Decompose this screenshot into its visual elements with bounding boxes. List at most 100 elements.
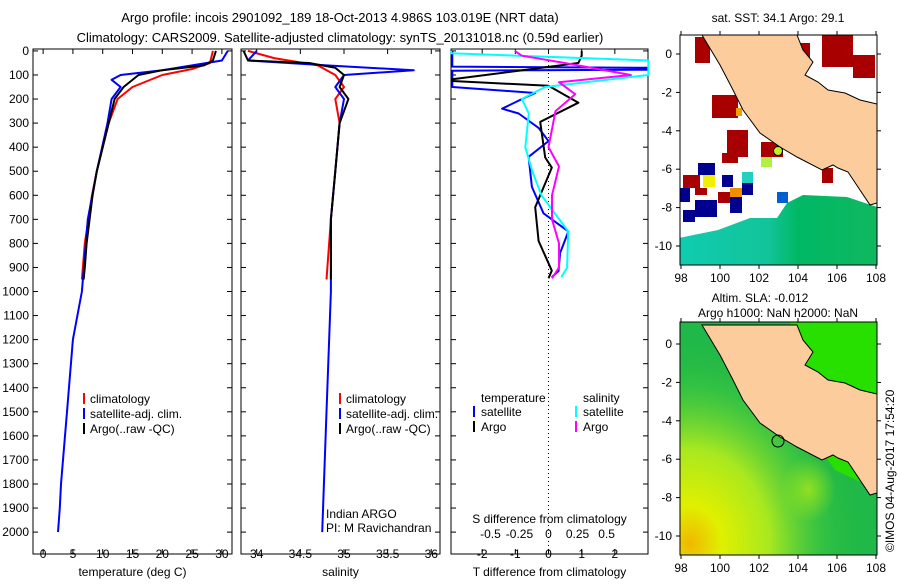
x2-tick-label: -0.25 [506, 527, 534, 541]
y-tick-label: 200 [9, 92, 29, 106]
lat-tick-label: -10 [655, 239, 673, 253]
sst-sea-field [680, 195, 877, 265]
x-tick-label: 1 [578, 547, 585, 561]
x-tick-label: 34 [250, 547, 264, 561]
series-climatology [80, 50, 214, 280]
x2-tick-label: -0.5 [480, 527, 501, 541]
lat-tick-label: -8 [661, 491, 672, 505]
lat-tick-label: -6 [661, 452, 672, 466]
x-axis-label: salinity [322, 565, 359, 579]
x2-tick-label: 0.5 [598, 527, 615, 541]
y-tick-label: 500 [9, 164, 29, 178]
legend-label-satellite: satellite-adj. clim. [90, 407, 182, 421]
legend-label-temp-argo: Argo [481, 420, 507, 434]
lat-tick-label: -2 [661, 375, 672, 389]
legend-header-salinity: salinity [583, 391, 620, 405]
x-tick-label: 0 [40, 547, 47, 561]
annotation-indian-argo: Indian ARGO [326, 507, 397, 521]
lat-tick-label: -8 [661, 201, 672, 215]
series-satellite-adj-clim [57, 50, 229, 533]
x-tick-label: 2 [611, 547, 618, 561]
y-tick-label: 1100 [3, 309, 29, 323]
lon-tick-label: 104 [788, 271, 808, 285]
series-argo-raw-qc [82, 50, 217, 280]
x-tick-label: 30 [215, 547, 229, 561]
lon-tick-label: 98 [674, 271, 688, 285]
series-satellite-adj-clim [247, 50, 415, 533]
difference-panel: -2 -1 0 1 2 T difference from climatology -0.5… [450, 48, 650, 579]
x2-axis-label: S difference from climatology [472, 512, 627, 526]
y-tick-label: 1800 [2, 477, 29, 491]
temperature-legend: climatology satellite-adj. clim. Argo(..… [83, 392, 182, 436]
lon-tick-label: 102 [749, 271, 769, 285]
legend-label-argo: Argo(..raw -QC) [346, 422, 431, 436]
y-tick-label: 300 [9, 116, 29, 130]
sla-map: Altim. SLA: -0.012 Argo h1000: NaN h2000… [655, 291, 887, 575]
lon-tick-label: 100 [710, 271, 730, 285]
plot-frame [450, 48, 649, 555]
legend-label-argo: Argo(..raw -QC) [90, 422, 175, 436]
lon-tick-label: 106 [827, 271, 847, 285]
legend-label-climatology: climatology [346, 392, 406, 406]
land-sumatra-java [701, 35, 877, 206]
credit-text: ©IMOS 04-Aug-2017 17:54:20 [883, 389, 897, 552]
x-tick-label: 15 [126, 547, 140, 561]
series-salinity-satellite [450, 50, 650, 278]
sst-map: sat. SST: 34.1 Argo: 29.1 [655, 11, 887, 285]
x-tick-label: 10 [96, 547, 110, 561]
lon-tick-label: 108 [866, 561, 886, 575]
title-line-1: Argo profile: incois 2901092_189 18-Oct-… [121, 10, 558, 25]
temperature-panel: 0 5 10 15 20 25 30 temperature (deg C) 0 100 200 30… [2, 44, 233, 579]
y-tick-label: 1600 [2, 429, 29, 443]
annotation-pi: PI: M Ravichandran [326, 521, 431, 535]
legend-label-temp-satellite: satellite [481, 405, 522, 419]
x-tick-label: 34.5 [289, 547, 313, 561]
x-tick-label: 5 [70, 547, 77, 561]
x-tick-label: 36 [425, 547, 439, 561]
legend-label-climatology: climatology [90, 392, 150, 406]
lon-tick-label: 104 [788, 561, 808, 575]
lat-tick-label: -6 [661, 162, 672, 176]
lat-tick-label: 0 [665, 337, 672, 351]
legend-label-sal-satellite: satellite [583, 405, 624, 419]
lat-tick-label: -2 [661, 85, 672, 99]
plot-frame [32, 48, 233, 555]
argo-location-marker [773, 146, 783, 156]
y-tick-label: 1500 [2, 405, 29, 419]
lat-tick-label: -4 [661, 414, 672, 428]
title-line-2: Climatology: CARS2009. Satellite-adjuste… [77, 30, 604, 45]
series-salinity-argo [514, 50, 632, 279]
y-tick-label: 600 [9, 188, 29, 202]
x-axis-label: T difference from climatology [473, 565, 627, 579]
argo-location-marker [771, 434, 785, 448]
land-sumatra-java [701, 324, 877, 496]
y-tick-label: 1000 [2, 285, 29, 299]
sla-map-title: Altim. SLA: -0.012 [712, 291, 809, 305]
salinity-panel: 34 34.5 35 35.5 36 salinity [240, 48, 441, 579]
y-tick-label: 1700 [2, 453, 29, 467]
x2-tick-label: 0.25 [566, 527, 590, 541]
x2-tick-label: 0 [545, 527, 552, 541]
x-tick-label: -2 [477, 547, 488, 561]
x-axis-label: temperature (deg C) [78, 565, 186, 579]
y-tick-label: 1300 [2, 357, 29, 371]
series-argo-raw-qc [242, 50, 350, 280]
sst-map-title: sat. SST: 34.1 Argo: 29.1 [712, 11, 845, 25]
lon-tick-label: 108 [866, 271, 886, 285]
x-tick-label: 20 [156, 547, 170, 561]
lon-tick-label: 100 [710, 561, 730, 575]
sla-map-subtitle: Argo h1000: NaN h2000: NaN [698, 306, 858, 320]
sla-map-frame [679, 321, 878, 556]
y-tick-label: 700 [9, 212, 29, 226]
legend-header-temperature: temperature [481, 391, 546, 405]
y-tick-label: 1200 [2, 333, 29, 347]
series-temperature-argo [451, 50, 583, 279]
y-tick-label: 800 [9, 236, 29, 250]
salinity-legend: climatology satellite-adj. clim. Argo(..… [326, 392, 438, 535]
sst-cells [680, 35, 875, 222]
y-tick-label: 0 [22, 44, 29, 58]
lon-tick-label: 106 [827, 561, 847, 575]
plot-frame [240, 48, 441, 555]
difference-legend: temperature salinity satellite Argo sate… [473, 391, 624, 434]
lon-tick-label: 98 [674, 561, 688, 575]
